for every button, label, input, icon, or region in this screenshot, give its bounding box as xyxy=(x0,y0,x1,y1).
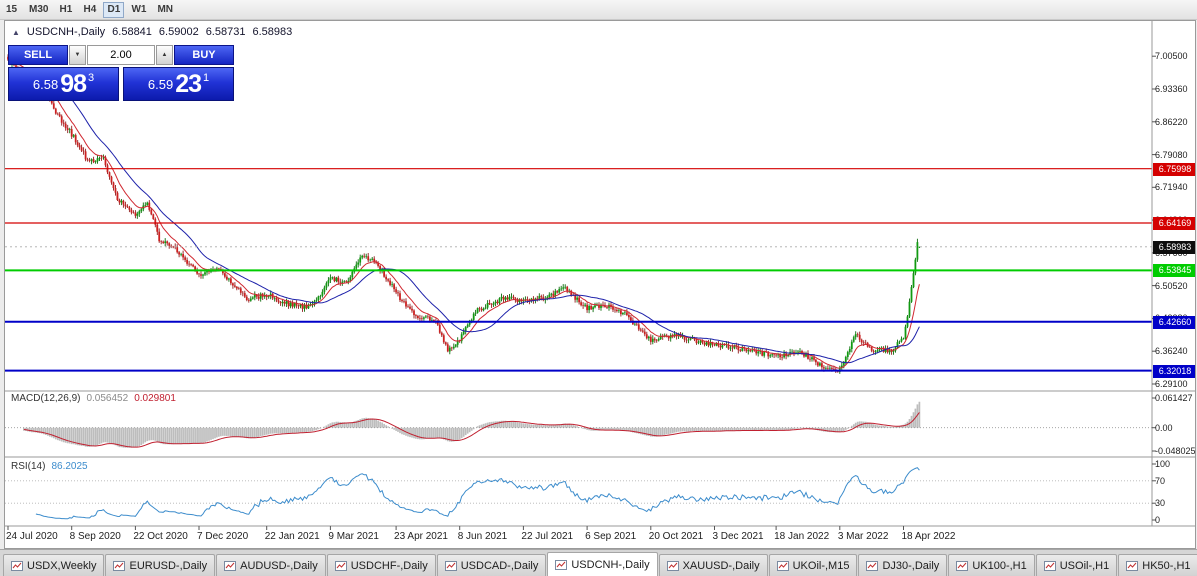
chart-tab-label: AUDUSD-,Daily xyxy=(240,559,318,572)
mini-chart-icon xyxy=(666,560,679,571)
mini-chart-icon xyxy=(11,560,23,571)
sell-button[interactable]: SELL xyxy=(8,45,68,65)
timeframe-button-d1[interactable]: D1 xyxy=(103,1,125,18)
mini-chart-icon xyxy=(1126,560,1139,571)
chart-tab-label: DJ30-,Daily xyxy=(882,559,940,572)
mini-chart-icon xyxy=(334,560,347,571)
chart-tab[interactable]: USDCAD-,Daily xyxy=(436,554,547,576)
rsi-title: RSI(14) xyxy=(11,461,46,472)
chart-tab[interactable]: USOil-,H1 xyxy=(1035,554,1118,576)
mini-chart-icon xyxy=(866,560,879,571)
volume-input[interactable] xyxy=(87,45,155,65)
chart-tab[interactable]: UKOil-,M15 xyxy=(768,554,858,576)
macd-signal-value: 0.029801 xyxy=(134,393,176,404)
chart-title: ▲ USDCNH-,Daily 6.58841 6.59002 6.58731 … xyxy=(12,26,292,38)
chart-tab[interactable]: USDCHF-,Daily xyxy=(326,554,436,576)
chart-tab-label: USDCNH-,Daily xyxy=(571,558,650,571)
timeframe-button-m30[interactable]: M30 xyxy=(29,4,49,15)
panel-collapse-icon[interactable]: ▲ xyxy=(12,28,20,37)
mini-chart-icon xyxy=(224,560,237,571)
chart-tab[interactable]: USDCNH-,Daily xyxy=(547,552,658,576)
chart-tab-label: USDCAD-,Daily xyxy=(460,559,539,572)
rsi-value: 86.2025 xyxy=(51,461,88,472)
ohlc-high: 6.59002 xyxy=(158,26,199,38)
sell-price-main: 6.58 xyxy=(32,76,59,92)
buy-price-pips: 23 xyxy=(175,69,202,98)
mini-chart-icon xyxy=(956,560,969,571)
chart-tab[interactable]: HK50-,H1 xyxy=(1118,554,1197,576)
chart-tab-label: USDCHF-,Daily xyxy=(350,559,428,572)
chart-window: 7.00500 6.93360 6.86220 6.79080 6.71940 6.648… xyxy=(4,20,1196,549)
buy-button[interactable]: BUY xyxy=(174,45,234,65)
chart-tab-label: UK100-,H1 xyxy=(972,559,1027,572)
timeframe-button-mn[interactable]: MN xyxy=(157,4,174,15)
chart-tab[interactable]: UK100-,H1 xyxy=(948,554,1035,576)
timeframe-toolbar: 15 M30 H1 H4 D1 W1 MN xyxy=(0,0,1197,20)
volume-increase-button[interactable]: ▲ xyxy=(156,45,173,65)
one-click-trading-panel: SELL ▼ ▲ BUY 6.58 98 3 6.59 23 xyxy=(8,45,234,101)
mini-chart-icon xyxy=(776,560,789,571)
timeframe-button-w1[interactable]: W1 xyxy=(131,4,147,15)
mini-chart-icon xyxy=(444,560,457,571)
sell-price-display[interactable]: 6.58 98 3 xyxy=(8,67,119,101)
ohlc-low: 6.58731 xyxy=(205,26,246,38)
timeframe-button-h4[interactable]: H4 xyxy=(83,4,97,15)
timeframe-button-h1[interactable]: H1 xyxy=(59,4,73,15)
chart-tab[interactable]: DJ30-,Daily xyxy=(858,554,948,576)
timeframe-button-15[interactable]: 15 xyxy=(5,4,18,15)
buy-price-display[interactable]: 6.59 23 1 xyxy=(123,67,234,101)
volume-decrease-button[interactable]: ▼ xyxy=(69,45,86,65)
macd-indicator-label: MACD(12,26,9) 0.056452 0.029801 xyxy=(11,393,176,404)
buy-price-main: 6.59 xyxy=(147,76,174,92)
chart-plot-area[interactable] xyxy=(5,21,1196,549)
chart-tab-label: HK50-,H1 xyxy=(1142,559,1191,572)
rsi-indicator-label: RSI(14) 86.2025 xyxy=(11,461,88,472)
symbol-label: USDCNH-,Daily xyxy=(26,26,106,38)
macd-title: MACD(12,26,9) xyxy=(11,393,81,404)
chart-tab-bar: USDX,Weekly EURUSD-,Daily AUDUSD-,Daily USD… xyxy=(0,549,1197,576)
chevron-up-icon: ▲ xyxy=(161,52,168,58)
sell-price-point: 3 xyxy=(88,72,95,84)
chart-tab[interactable]: EURUSD-,Daily xyxy=(105,554,216,576)
chart-tab-label: EURUSD-,Daily xyxy=(129,559,208,572)
mini-chart-icon xyxy=(1043,560,1056,571)
chart-tab-label: XAUUSD-,Daily xyxy=(682,559,760,572)
buy-price-point: 1 xyxy=(203,72,210,84)
ohlc-close: 6.58983 xyxy=(252,26,293,38)
sell-price-pips: 98 xyxy=(60,69,87,98)
chart-tab[interactable]: XAUUSD-,Daily xyxy=(658,554,768,576)
chart-tab-label: UKOil-,M15 xyxy=(792,559,850,572)
chart-tab[interactable]: USDX,Weekly xyxy=(3,554,105,576)
ohlc-open: 6.58841 xyxy=(112,26,152,38)
chevron-down-icon: ▼ xyxy=(74,52,81,58)
chart-tab[interactable]: AUDUSD-,Daily xyxy=(216,554,326,576)
mini-chart-icon xyxy=(113,560,126,571)
macd-main-value: 0.056452 xyxy=(86,393,129,404)
mini-chart-icon xyxy=(555,559,568,570)
chart-tab-label: USDX,Weekly xyxy=(27,559,97,572)
chart-tab-label: USOil-,H1 xyxy=(1059,559,1110,572)
